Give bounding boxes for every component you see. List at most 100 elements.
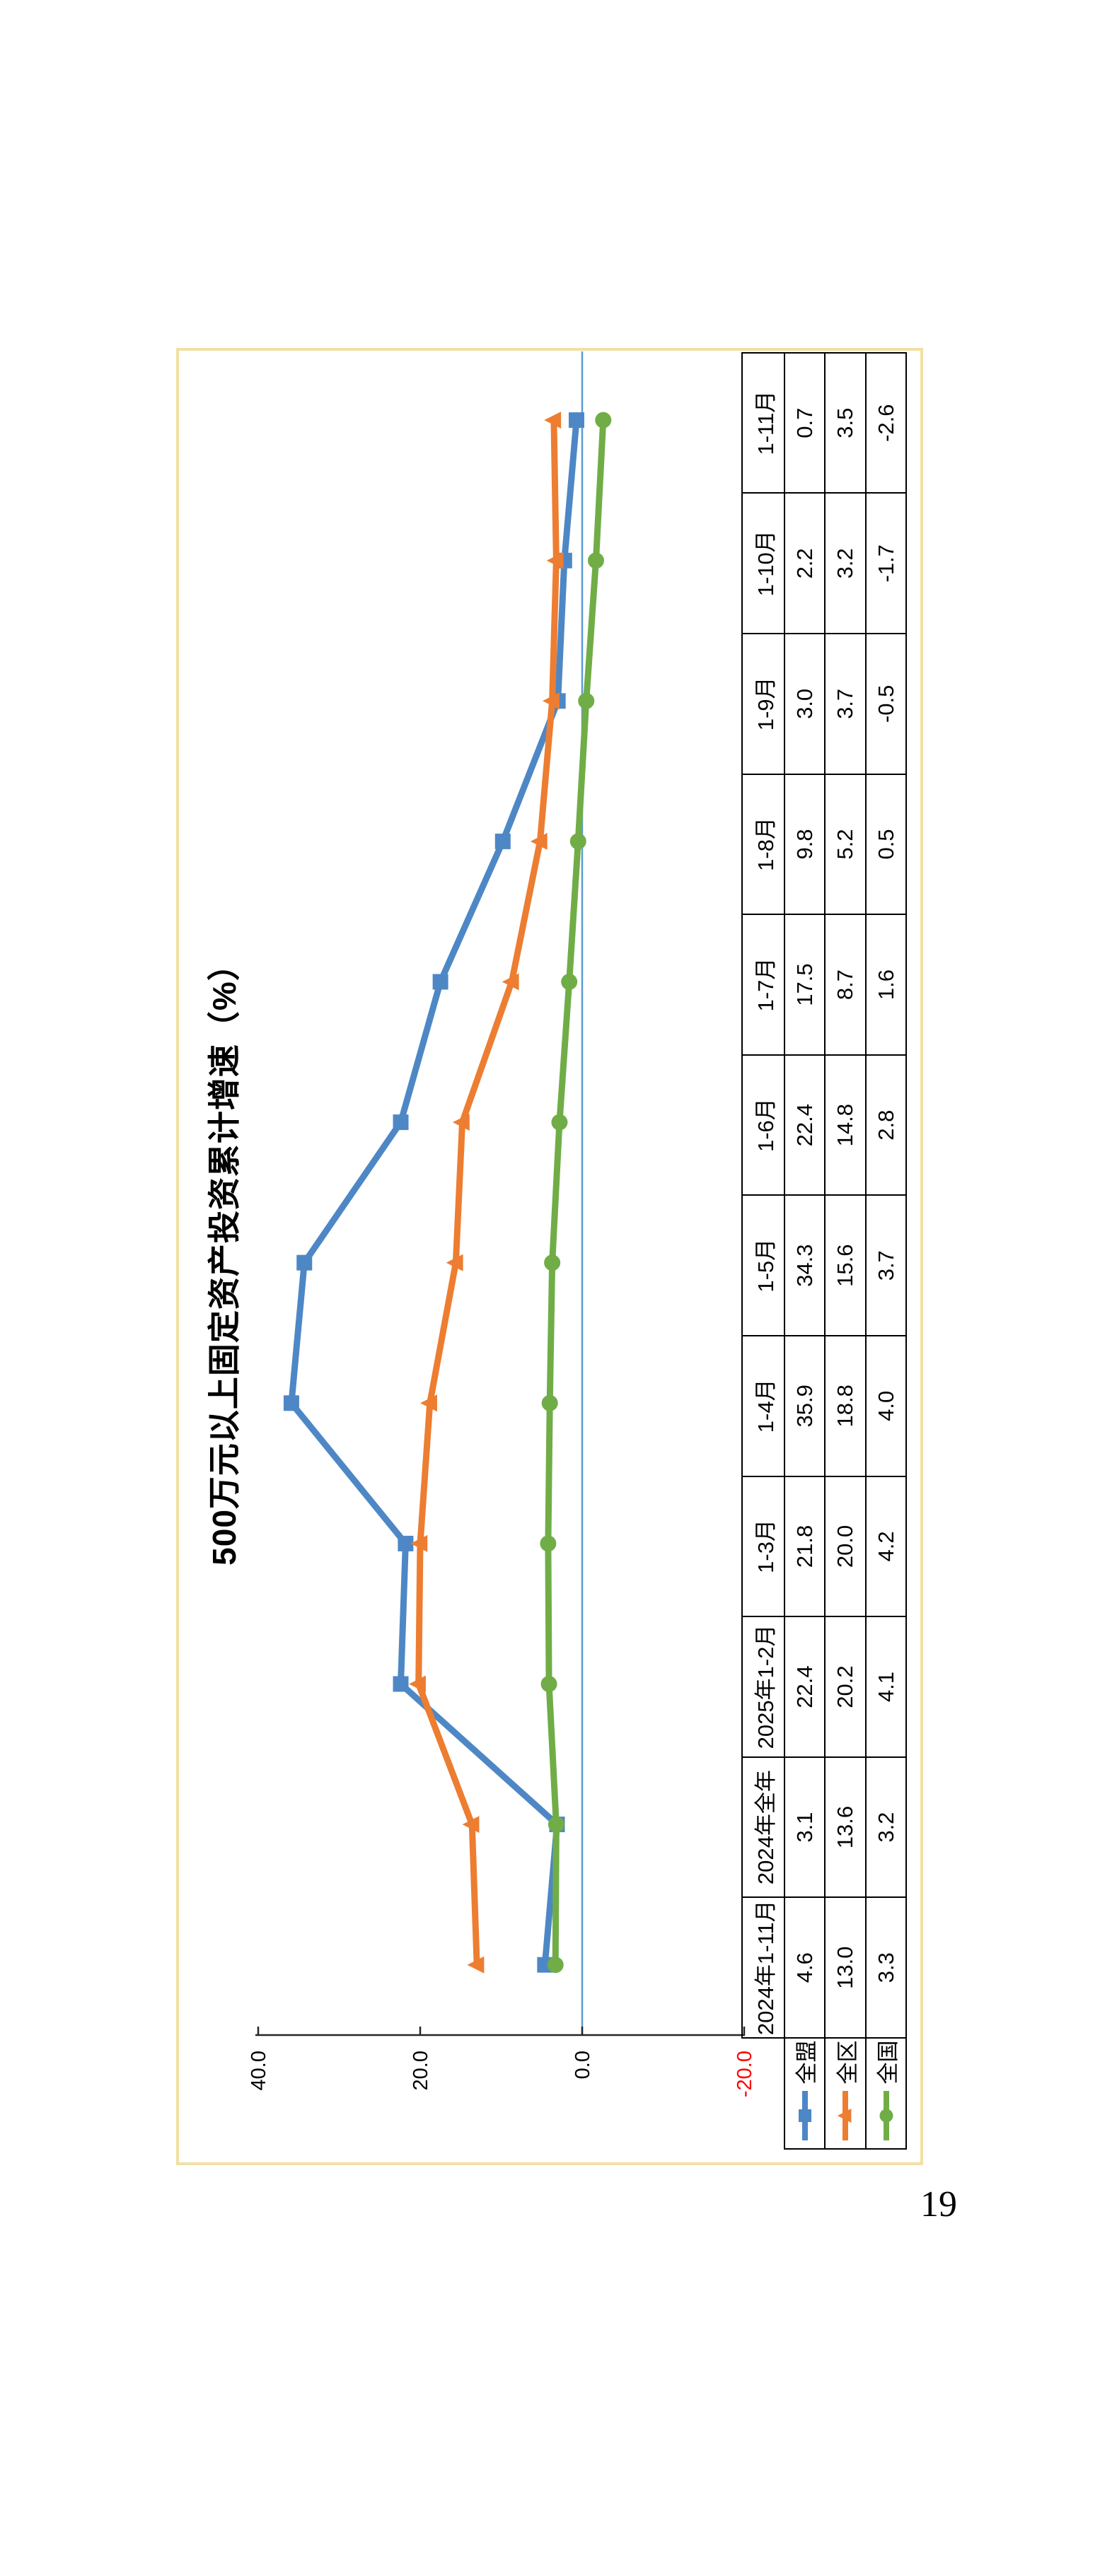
triangle-legend-icon [837,2091,852,2141]
table-value-cell: -1.7 [866,493,906,634]
table-value-cell: 34.3 [784,1195,825,1336]
circle-marker [578,692,595,709]
y-axis-tick-label: 20.0 [410,2051,432,2090]
table-value-cell: 13.0 [825,1897,866,2038]
legend-key-cell: 全盟 [784,2038,825,2149]
table-value-cell: 14.8 [825,1054,866,1196]
legend-key-cell: 全区 [825,2038,866,2149]
circle-marker [544,1254,561,1271]
series-line-全区 [415,416,560,1969]
table-column-header: 1-8月 [742,774,784,915]
square-marker [393,1114,409,1131]
table-value-cell: 20.0 [825,1476,866,1617]
table-value-cell: 4.1 [866,1616,906,1757]
circle-marker [561,974,578,990]
circle-marker [547,1957,564,1974]
legend-label: 全区 [835,2040,860,2085]
triangle-marker [410,1534,428,1552]
table-value-cell: 20.2 [825,1616,866,1757]
plot-canvas: 40.0 20.0 0.0 -20.0 [248,351,756,2097]
triangle-marker [420,1394,437,1412]
square-marker [432,974,448,990]
table-value-cell: 2.2 [784,493,825,634]
square-marker [393,1676,409,1692]
table-value-cell: 4.0 [866,1336,906,1476]
table-value-cell: 0.7 [784,352,825,494]
table-value-cell: 35.9 [784,1336,825,1476]
table-value-cell: 17.5 [784,914,825,1055]
y-axis-tick-label: 0.0 [572,2051,594,2079]
circle-marker [548,1816,564,1833]
table-corner-cell [742,2038,784,2149]
table-column-header: 1-5月 [742,1195,784,1336]
table-value-cell: 15.6 [825,1195,866,1336]
chart-data-table: 2024年1-11月 2024年全年 2025年1-2月 1-3月 1-4月 1-5月 1-… [741,352,907,2150]
series-line-全国 [545,416,607,1969]
circle-marker [541,1394,558,1411]
triangle-marker [452,1114,470,1131]
y-axis-tick-label: 40.0 [248,2051,270,2090]
table-column-header: 1-6月 [742,1054,784,1196]
table-column-header: 1-4月 [742,1336,784,1476]
table-value-cell: 18.8 [825,1336,866,1476]
triangle-marker [409,1675,426,1693]
circle-marker [879,2109,893,2123]
table-column-header: 2024年全年 [742,1756,784,1898]
table-value-cell: 22.4 [784,1616,825,1757]
table-value-cell: 13.6 [825,1756,866,1898]
table-value-cell: 3.0 [784,634,825,774]
square-legend-icon [798,2091,811,2141]
table-column-header: 1-7月 [742,914,784,1055]
square-marker [296,1254,313,1271]
circle-marker [551,1114,568,1131]
triangle-marker [502,973,519,991]
page-number: 19 [920,2184,957,2225]
table-value-cell: 22.4 [784,1054,825,1196]
table-value-cell: 3.5 [825,352,866,494]
circle-marker [540,1676,557,1692]
table-value-cell: 3.2 [866,1756,906,1898]
legend-label: 全盟 [794,2040,819,2085]
triangle-marker [544,412,562,429]
table-value-cell: 3.1 [784,1756,825,1898]
table-value-cell: 3.2 [825,493,866,634]
circle-marker [569,833,586,850]
circle-marker [587,552,604,569]
square-marker [283,1395,299,1411]
table-value-cell: 5.2 [825,774,866,915]
table-column-header: 2024年1-11月 [742,1897,784,2038]
circle-marker [540,1535,557,1552]
table-column-header: 1-10月 [742,493,784,634]
table-value-cell: 8.7 [825,914,866,1055]
triangle-marker [530,832,548,850]
table-column-header: 2025年1-2月 [742,1616,784,1757]
table-column-header: 1-3月 [742,1476,784,1617]
legend-key-cell: 全国 [866,2038,906,2149]
line-chart-frame: 500万元以上固定资产投资累计增速（%） 40.0 20.0 0.0 -20.0 20… [176,348,923,2165]
triangle-marker [837,2109,852,2123]
triangle-marker [446,1254,463,1271]
table-value-cell: 9.8 [784,774,825,915]
table-value-cell: -0.5 [866,634,906,774]
triangle-marker [542,692,560,710]
table-value-cell: 1.6 [866,914,906,1055]
table-column-header: 1-9月 [742,634,784,774]
y-axis-tick-label: -20.0 [734,2051,756,2097]
circle-legend-icon [879,2091,893,2141]
square-marker [494,833,511,849]
table-value-cell: -2.6 [866,352,906,494]
table-value-cell: 21.8 [784,1476,825,1617]
table-value-cell: 4.6 [784,1897,825,2038]
table-value-cell: 4.2 [866,1476,906,1617]
square-marker [798,2109,811,2123]
table-value-cell: 2.8 [866,1054,906,1196]
rotated-chart-area: 500万元以上固定资产投资累计增速（%） 40.0 20.0 0.0 -20.0 20… [176,348,923,2165]
table-value-cell: 3.3 [866,1897,906,2038]
table-value-cell: 0.5 [866,774,906,915]
triangle-marker [467,1956,485,1974]
triangle-marker [462,1816,480,1834]
square-marker [568,412,584,429]
table-value-cell: 3.7 [866,1195,906,1336]
square-marker [398,1535,414,1551]
